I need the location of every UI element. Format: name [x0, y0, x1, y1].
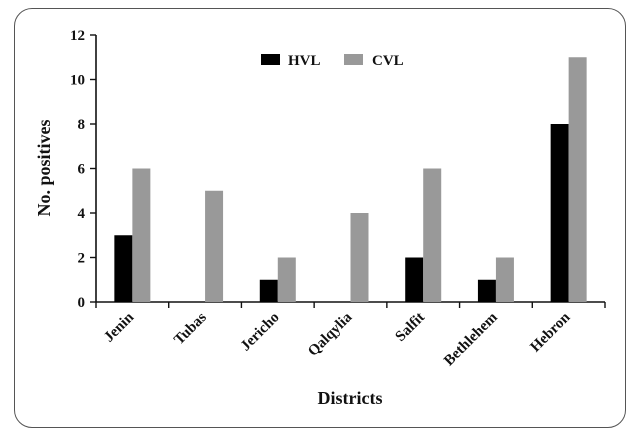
legend-label-hvl: HVL — [288, 53, 321, 69]
x-tick-label: Qalqylia — [305, 309, 356, 360]
y-tick-label: 4 — [78, 206, 86, 222]
bar-cvl-salfit — [423, 168, 442, 302]
bar-cvl-jenin — [132, 168, 151, 302]
bar-cvl-bethlehem — [495, 257, 514, 302]
bar-cvl-hebron — [568, 57, 587, 302]
y-tick-label: 2 — [78, 251, 86, 267]
bar-cvl-tubas — [205, 190, 224, 302]
bar-cvl-qalqylia — [350, 213, 369, 302]
bar-hvl-jenin — [114, 235, 133, 302]
y-ticks: 0 2 4 6 8 10 12 — [70, 28, 96, 311]
x-tick-label: Jenin — [101, 309, 138, 346]
y-tick-label: 12 — [70, 28, 85, 44]
legend-label-cvl: CVL — [372, 53, 404, 69]
x-tick-label: Hebron — [528, 309, 574, 355]
bar-hvl-bethlehem — [477, 279, 496, 302]
x-tick-label: Jericho — [238, 310, 283, 355]
x-tick-label: Salfit — [393, 310, 428, 345]
bar-cvl-jericho — [277, 257, 296, 302]
bar-chart: 0 2 4 6 8 10 12 Jenin Tubas Jericho Qalqylia Salfi… — [34, 28, 606, 406]
y-tick-label: 8 — [78, 117, 86, 133]
legend-swatch-hvl — [261, 54, 280, 65]
y-tick-label: 10 — [70, 73, 85, 89]
x-tick-label: Tubas — [171, 309, 210, 348]
x-ticks: Jenin Tubas Jericho Qalqylia Salfit Bethlehem… — [95, 302, 606, 369]
bar-hvl-salfit — [405, 257, 424, 302]
chart-frame — [14, 8, 626, 428]
bars — [114, 57, 587, 302]
legend-swatch-cvl — [344, 54, 363, 65]
y-tick-label: 6 — [78, 162, 86, 178]
x-tick-label: Bethlehem — [441, 309, 501, 369]
bar-hvl-hebron — [550, 124, 569, 302]
legend: HVL CVL — [261, 53, 404, 69]
y-tick-label: 0 — [78, 295, 86, 311]
bar-hvl-jericho — [259, 279, 278, 302]
x-axis-title: Districts — [318, 388, 383, 406]
y-axis-title: No. positives — [34, 119, 54, 216]
